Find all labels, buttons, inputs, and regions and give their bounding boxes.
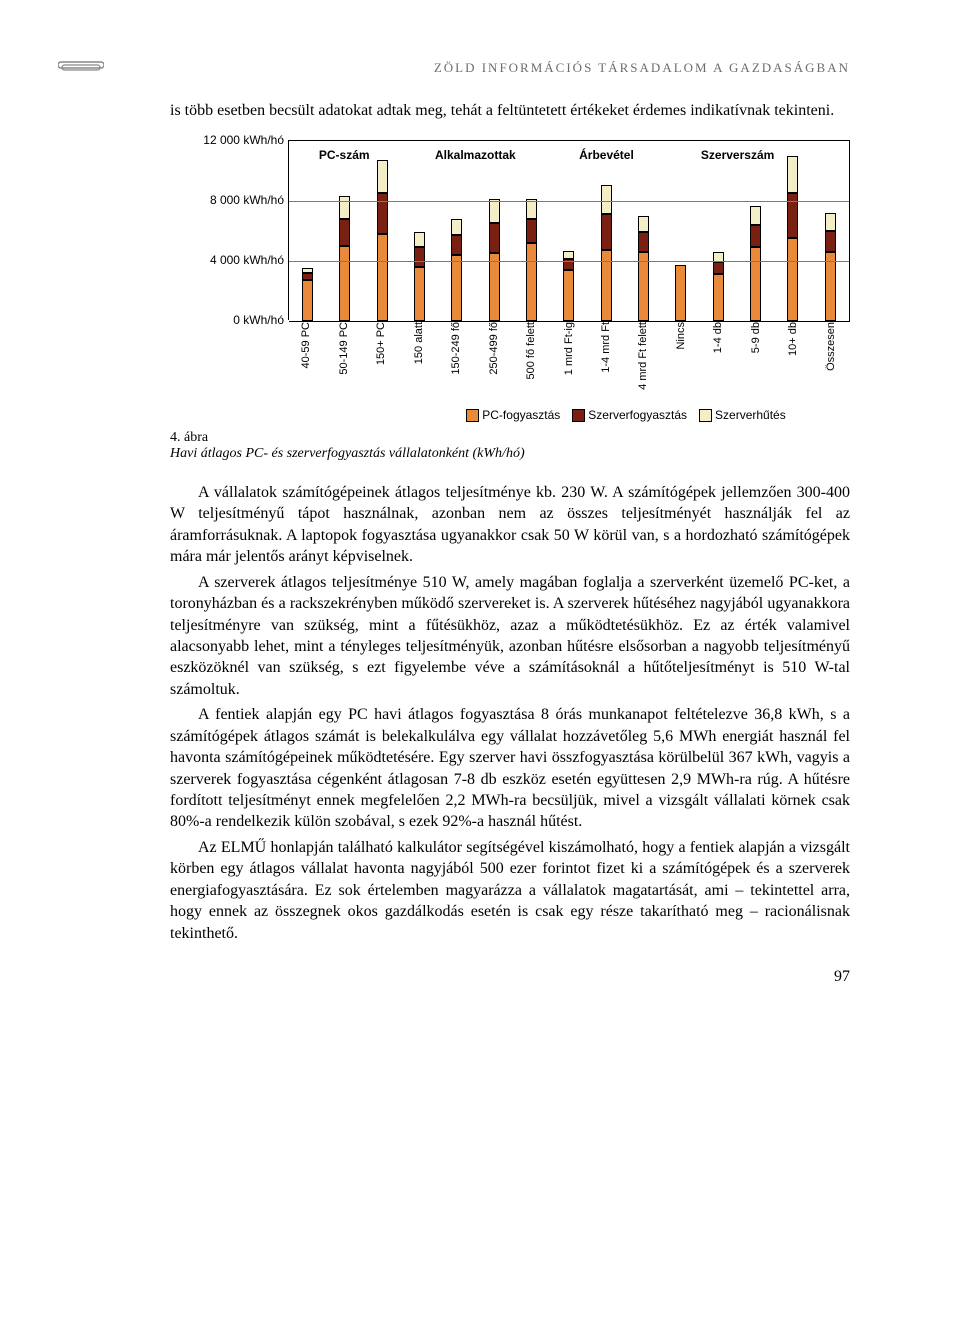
x-axis-label: 10+ db xyxy=(788,322,799,356)
bar-group xyxy=(438,141,475,321)
body-paragraph: Az ELMŰ honlapján található kalkulátor s… xyxy=(170,837,850,944)
x-axis-label: 500 fő felett xyxy=(526,322,537,380)
y-tick-label: 12 000 kWh/hó xyxy=(203,133,284,147)
body-paragraph: A szerverek átlagos teljesítménye 510 W,… xyxy=(170,572,850,701)
chart-legend: PC-fogyasztás Szerverfogyasztás Szerverhűt… xyxy=(390,408,850,422)
stacked-bar xyxy=(638,216,649,320)
legend-swatch xyxy=(572,409,585,422)
y-axis: 12 000 kWh/hó8 000 kWh/hó4 000 kWh/hó0 k… xyxy=(170,140,289,320)
x-axis-label: 150-249 fő xyxy=(451,322,462,375)
legend-label: PC-fogyasztás xyxy=(482,408,560,422)
bar-group xyxy=(737,141,774,321)
bar-group xyxy=(326,141,363,321)
stacked-bar xyxy=(302,268,313,321)
x-axis-label: 1-4 db xyxy=(713,322,724,353)
bar-group xyxy=(401,141,438,321)
figure-number: 4. ábra xyxy=(170,430,850,446)
x-axis-label: 5-9 db xyxy=(751,322,762,353)
bar-group xyxy=(662,141,699,321)
stacked-bar xyxy=(451,219,462,320)
legend-label: Szerverhűtés xyxy=(715,408,786,422)
bar-group xyxy=(289,141,326,321)
bar-group xyxy=(364,141,401,321)
body-paragraph: A vállalatok számítógépeinek átlagos tel… xyxy=(170,482,850,568)
bar-group xyxy=(550,141,587,321)
bar-group xyxy=(774,141,811,321)
x-axis-label: 50-149 PC xyxy=(339,322,350,375)
page-number: 97 xyxy=(170,968,850,986)
plot-area xyxy=(289,140,850,322)
x-axis-label: 4 mrd Ft felett xyxy=(638,322,649,390)
figure-title: Havi átlagos PC- és szerverfogyasztás vá… xyxy=(170,446,525,461)
y-tick-label: 0 kWh/hó xyxy=(233,313,284,327)
legend-label: Szerverfogyasztás xyxy=(588,408,687,422)
stacked-bar xyxy=(675,265,686,321)
legend-swatch xyxy=(699,409,712,422)
stacked-bar xyxy=(787,156,798,321)
bar-group xyxy=(476,141,513,321)
x-axis-label: 1-4 mrd Ft xyxy=(601,322,612,373)
stacked-bar xyxy=(414,232,425,321)
bar-group xyxy=(625,141,662,321)
stacked-bar xyxy=(377,160,388,321)
intro-paragraph: is több esetben becsült adatokat adtak m… xyxy=(170,100,850,122)
stacked-bar xyxy=(825,213,836,320)
bar-group xyxy=(588,141,625,321)
stacked-bar xyxy=(339,196,350,321)
bar-group xyxy=(700,141,737,321)
legend-swatch xyxy=(466,409,479,422)
bar-group xyxy=(513,141,550,321)
stacked-bar xyxy=(713,252,724,320)
y-tick-label: 4 000 kWh/hó xyxy=(210,253,284,267)
x-axis-label: Nincs xyxy=(676,322,687,350)
bar-group xyxy=(812,141,849,321)
x-axis-label: Összesen xyxy=(826,322,837,371)
body-paragraph: A fentiek alapján egy PC havi átlagos fo… xyxy=(170,704,850,833)
stacked-bar xyxy=(750,206,761,321)
x-axis-label: 40-59 PC xyxy=(301,322,312,368)
x-axis-label: 150 alatt xyxy=(414,322,425,364)
paper-clip-icon xyxy=(58,60,104,74)
running-head: ZÖLD INFORMÁCIÓS TÁRSADALOM A GAZDASÁGBA… xyxy=(170,60,850,76)
figure-caption: 4. ábra Havi átlagos PC- és szerverfogya… xyxy=(170,430,850,462)
consumption-chart: PC-számAlkalmazottakÁrbevételSzerverszám… xyxy=(170,140,850,422)
x-axis-label: 250-499 fő xyxy=(489,322,500,375)
x-axis-label: 150+ PC xyxy=(376,322,387,365)
y-tick-label: 8 000 kWh/hó xyxy=(210,193,284,207)
stacked-bar xyxy=(601,185,612,321)
x-axis-label: 1 mrd Ft-ig xyxy=(564,322,575,375)
